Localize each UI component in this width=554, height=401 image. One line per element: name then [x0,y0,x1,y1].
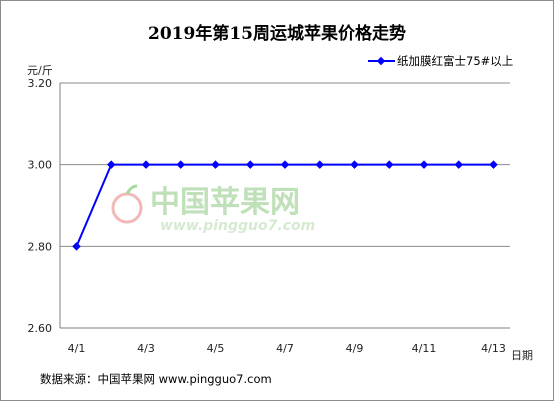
y-tick-label: 2.60 [28,322,53,335]
legend: 纸加膜红富士75#以上 [368,54,513,68]
data-point [419,160,429,169]
x-tick-label: 4/9 [346,342,364,355]
data-point [141,160,151,169]
data-point [246,160,255,169]
x-tick-labels: 4/1 4/3 4/5 4/7 4/9 4/11 4/13 [68,342,506,355]
data-point [350,160,359,169]
y-axis-label: 元/斤 [27,64,53,77]
legend-marker [376,56,386,66]
x-tick-label: 4/7 [276,342,294,355]
y-tick-labels: 2.60 2.80 3.00 3.20 [28,77,53,335]
x-tick-label: 4/13 [481,342,506,355]
plot-area: 2.60 2.80 3.00 3.20 4/1 4/3 4/5 4/7 4/9 4/11 4/13 [28,77,510,355]
data-point [176,160,185,169]
y-tick-label: 3.20 [28,77,53,90]
apple-logo [111,184,143,224]
x-axis-label: 日期 [511,349,533,362]
x-tick-label: 4/3 [137,342,155,355]
data-point [280,160,290,169]
source-note: 数据来源：中国苹果网 www.pingguo7.com [40,372,272,386]
legend-label: 纸加膜红富士75#以上 [397,54,513,68]
data-point [315,160,324,169]
x-tick-label: 4/11 [412,342,437,355]
watermark: 中国苹果网 www.pingguo7.com [111,184,315,234]
y-tick-label: 3.00 [28,159,53,172]
series-group [72,160,498,251]
y-tick-label: 2.80 [28,240,53,253]
data-point [454,160,463,169]
watermark-en: www.pingguo7.com [160,218,315,234]
x-tick-label: 4/1 [68,342,86,355]
watermark-cn: 中国苹果网 [150,185,300,220]
data-point [107,160,116,169]
data-point [385,160,394,169]
data-point [211,160,220,169]
x-tick-label: 4/5 [207,342,225,355]
chart-title: 2019年第15周运城苹果价格走势 [148,23,406,44]
data-point [72,242,81,251]
data-point [489,160,498,169]
